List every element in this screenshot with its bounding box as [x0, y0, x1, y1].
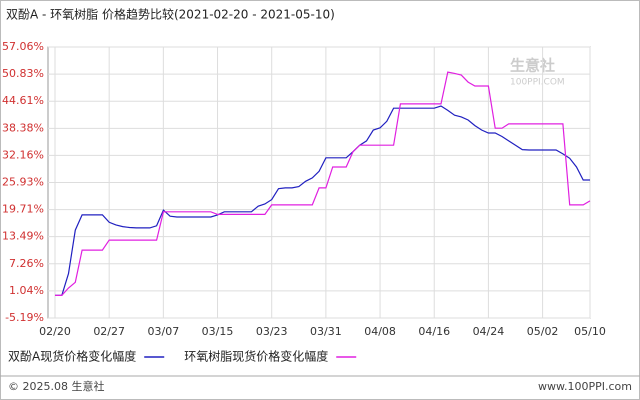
x-tick-label: 04/08 — [364, 325, 396, 338]
x-tick-label: 05/02 — [527, 325, 559, 338]
footer-left: © 2025.08 生意社 — [8, 379, 104, 393]
y-tick-label: 32.16% — [2, 148, 44, 161]
y-tick-label: 25.93% — [2, 176, 44, 189]
y-tick-label: 44.61% — [2, 94, 44, 107]
series-line — [55, 105, 590, 296]
y-tick-label: 50.83% — [2, 67, 44, 80]
y-tick-label: 13.49% — [2, 230, 44, 243]
x-tick-label: 02/20 — [39, 325, 71, 338]
y-tick-label: 7.26% — [9, 257, 44, 270]
x-tick-label: 04/24 — [473, 325, 505, 338]
x-tick-label: 03/07 — [148, 325, 180, 338]
watermark-url: 100PPI.COM — [510, 78, 565, 88]
series-line — [55, 71, 591, 296]
y-tick-label: -5.19% — [5, 311, 44, 324]
y-tick-label: 38.38% — [2, 121, 44, 134]
chart-title: 双酚A - 环氧树脂 价格趋势比较(2021-02-20 - 2021-05-1… — [6, 7, 335, 22]
x-tick-label: 02/27 — [93, 325, 125, 338]
x-tick-label: 03/31 — [310, 325, 342, 338]
footer-right: www.100PPI.com — [538, 380, 632, 393]
legend-label: 环氧树脂现货价格变化幅度 — [184, 349, 328, 364]
watermark: 生意社 — [510, 57, 555, 75]
x-tick-label: 05/10 — [574, 325, 606, 338]
y-tick-label: 19.71% — [2, 203, 44, 216]
x-tick-label: 03/15 — [202, 325, 234, 338]
y-tick-label: 1.04% — [9, 284, 44, 297]
legend-label: 双酚A现货价格变化幅度 — [8, 349, 136, 364]
x-tick-label: 03/23 — [256, 325, 288, 338]
x-tick-label: 04/16 — [418, 325, 450, 338]
y-tick-label: 57.06% — [2, 40, 44, 53]
